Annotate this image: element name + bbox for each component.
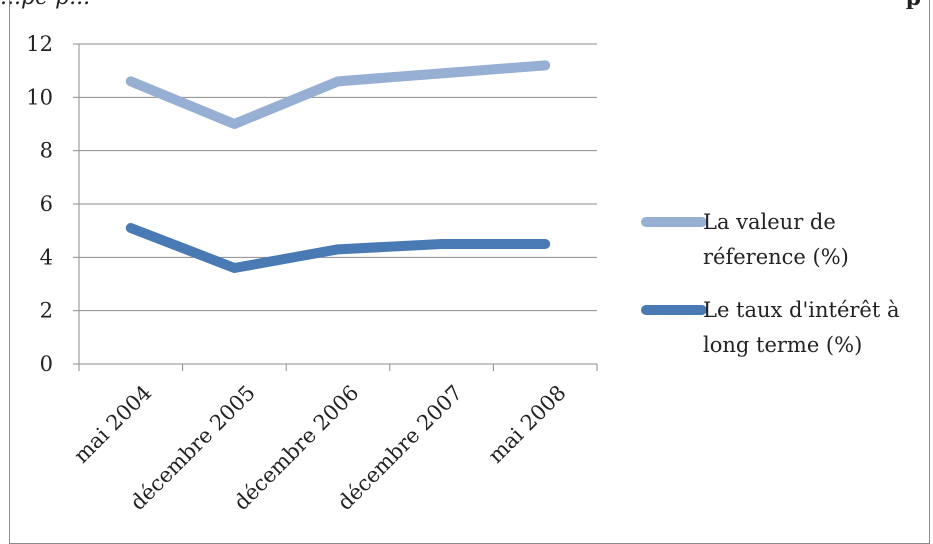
data-point: [544, 243, 547, 245]
series-line: [125, 60, 551, 129]
x-tick-label: mai 2004: [69, 381, 156, 468]
y-tick-labels: 0 2 4 6 8 10 12: [26, 32, 53, 376]
series-line: [125, 223, 551, 273]
y-tick-label: 2: [40, 299, 53, 323]
gridlines: [79, 43, 597, 312]
y-tick-label: 4: [40, 245, 53, 269]
data-point: [233, 267, 236, 269]
clipped-top-text-right: p: [906, 0, 921, 9]
series-lines: [125, 60, 551, 273]
x-tick-label: mai 2008: [484, 381, 571, 468]
clipped-top-text: ...pe p... p: [0, 0, 933, 9]
data-point: [129, 227, 132, 229]
y-tick-label: 12: [26, 32, 53, 56]
data-point: [440, 72, 443, 75]
data-point: [337, 80, 339, 83]
legend-label: réference (%): [703, 245, 849, 269]
legend-label: Le taux d'intérêt à: [703, 298, 899, 322]
clipped-top-text-left: ...pe p...: [0, 0, 90, 9]
legend-label: La valeur de: [703, 210, 836, 234]
y-tick-label: 8: [40, 139, 53, 163]
axes: [73, 43, 598, 371]
y-tick-label: 0: [40, 352, 53, 376]
data-point: [233, 123, 236, 125]
data-point: [129, 80, 132, 83]
data-point: [337, 248, 339, 251]
y-tick-label: 10: [26, 85, 53, 109]
legend-label: long terme (%): [703, 333, 862, 357]
legend: La valeur de réference (%) Le taux d'intér…: [641, 210, 899, 357]
y-tick-label: 6: [40, 192, 53, 216]
data-point: [544, 64, 547, 67]
data-point: [440, 243, 443, 245]
